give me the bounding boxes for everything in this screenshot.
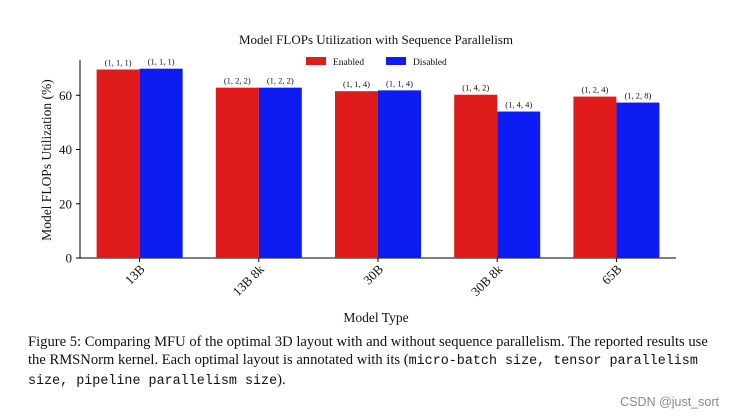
figure-caption: Figure 5: Comparing MFU of the optimal 3…: [28, 333, 708, 391]
bar-enabled: [454, 94, 498, 259]
bar-annotation: (1, 1, 1): [105, 57, 132, 67]
x-tick-label: 13B 8k: [229, 261, 267, 299]
bar-annotation: (1, 1, 4): [343, 79, 370, 89]
bar-annotation: (1, 2, 2): [224, 76, 251, 86]
bar-annotation: (1, 2, 4): [581, 85, 608, 95]
bar-chart: 0 20 40 60 (1, 1, 1) (1, 1, 1) 13B (1, 2, 2) (1,…: [39, 32, 676, 325]
caption-end: ).: [277, 372, 286, 388]
y-tick-label: 20: [59, 196, 72, 211]
bar-annotation: (1, 4, 2): [462, 83, 489, 93]
bar-annotation: (1, 1, 4): [386, 78, 413, 88]
x-tick-label: 30B 8k: [468, 261, 506, 299]
bar-annotation: (1, 4, 4): [505, 100, 532, 110]
chart-title: Model FLOPs Utilization with Sequence Pa…: [239, 32, 513, 47]
bar-disabled: [497, 111, 541, 259]
caption-text: Comparing MFU of the optimal 3D layout w…: [28, 334, 708, 368]
legend-label-disabled: Disabled: [413, 58, 447, 68]
x-tick-label: 30B: [360, 261, 386, 287]
x-tick-label: 13B: [122, 261, 148, 287]
bar-annotation: (1, 2, 8): [624, 91, 651, 101]
y-tick-label: 0: [66, 251, 73, 266]
y-tick-label: 60: [59, 88, 72, 103]
x-tick-label: 65B: [599, 261, 625, 287]
legend-label-enabled: Enabled: [333, 58, 364, 68]
bar-disabled: [139, 68, 183, 259]
caption-label: Figure 5:: [28, 334, 82, 350]
bar-disabled: [258, 87, 302, 258]
legend-swatch-disabled: [386, 57, 406, 65]
bar-disabled: [378, 90, 421, 258]
bar-annotation: (1, 2, 2): [267, 76, 294, 86]
x-axis-label: Model Type: [343, 310, 408, 325]
y-tick-label: 40: [59, 142, 72, 157]
bar-disabled: [616, 102, 660, 259]
y-axis-label: Model FLOPs Utilization (%): [39, 79, 54, 241]
bar-enabled: [96, 69, 140, 258]
caption-mono: micro-batch size, tensor parallelism siz…: [28, 354, 698, 389]
watermark: CSDN @just_sort: [620, 395, 719, 409]
legend-swatch-enabled: [306, 57, 326, 65]
bar-annotation: (1, 1, 1): [148, 57, 175, 67]
bar-enabled: [215, 87, 259, 258]
bar-enabled: [573, 96, 617, 258]
bar-enabled: [335, 91, 378, 259]
